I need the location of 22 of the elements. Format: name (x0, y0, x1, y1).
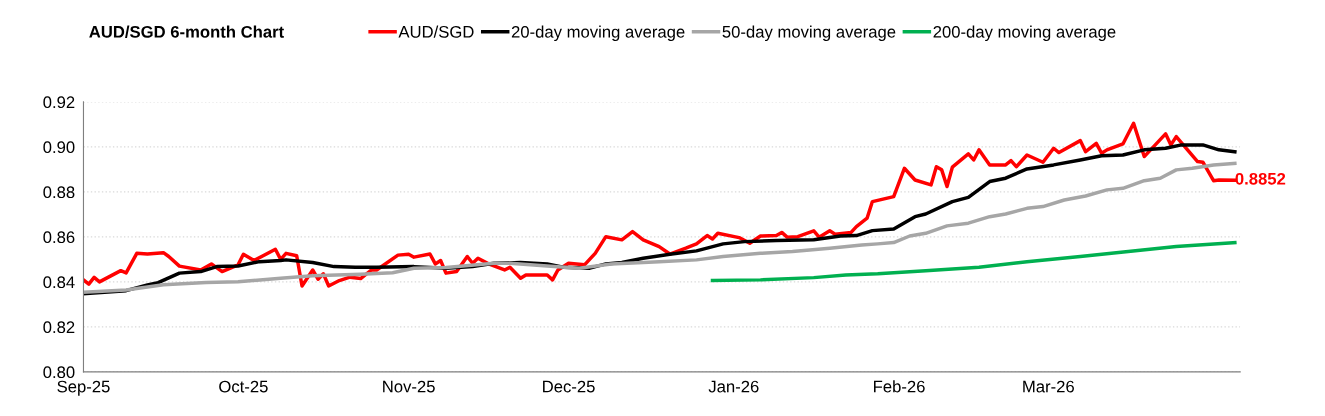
line-series (83, 121, 1237, 288)
line-series (710, 240, 1237, 283)
y-tick-label: 0.84 (43, 276, 75, 289)
y-tick-label: 0.80 (43, 366, 75, 379)
y-tick-label: 0.90 (43, 141, 75, 154)
y-tick-label: 0.92 (43, 96, 75, 109)
x-tick-label: Oct-25 (219, 380, 268, 393)
x-tick-label: Sep-25 (57, 380, 110, 396)
x-tick-label: Jan-26 (708, 380, 759, 393)
legend-label: 20-day moving average (511, 25, 685, 42)
y-tick-label: 0.82 (43, 321, 75, 334)
y-tick-label: 0.88 (43, 186, 75, 199)
chart-title: AUD/SGD 6-month Chart (89, 25, 284, 38)
y-tick-label: 0.86 (43, 231, 75, 244)
legend-label: AUD/SGD (398, 25, 474, 38)
x-tick-label: Mar-26 (1023, 380, 1074, 393)
legend-label: 50-day moving average (722, 25, 896, 42)
x-tick-label: Dec-25 (543, 380, 595, 393)
x-tick-label: Feb-26 (874, 380, 925, 393)
x-tick-label: Nov-25 (383, 380, 435, 393)
annotation: 0.8852 (1235, 172, 1286, 185)
legend-label: 200-day moving average (933, 25, 1116, 42)
